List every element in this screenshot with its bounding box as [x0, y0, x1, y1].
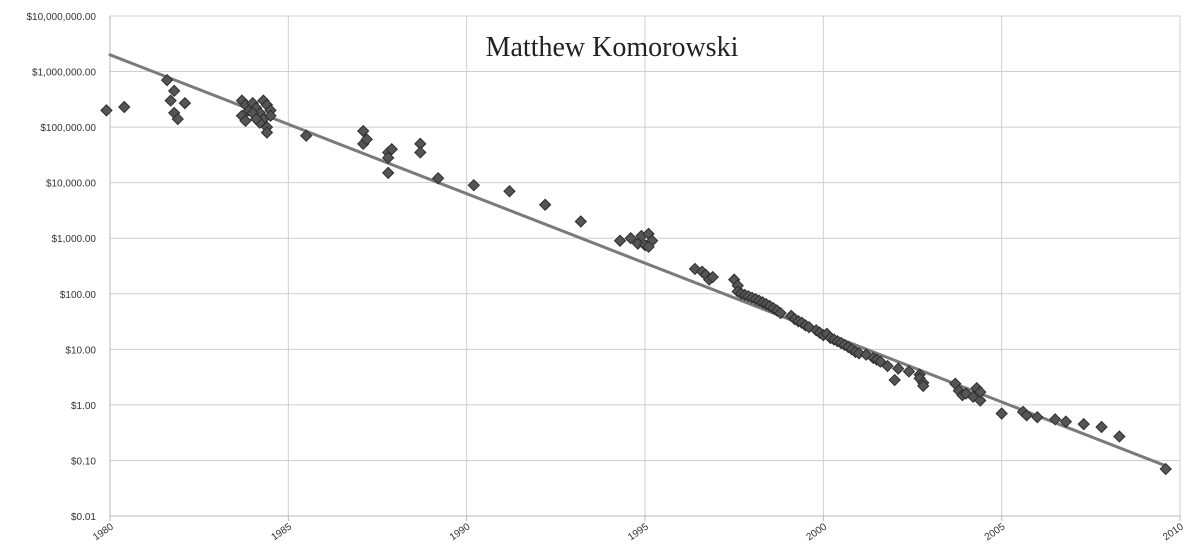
data-point [888, 373, 901, 387]
data-point [1048, 413, 1062, 426]
x-tick-labels: 1980 1985 1990 1995 2000 2005 2010 [91, 521, 1184, 543]
y-tick-label: $1,000.00 [52, 234, 97, 245]
data-point [1031, 411, 1044, 424]
data-point [167, 84, 181, 98]
y-tick-label: $10,000,000.00 [26, 12, 96, 23]
x-tick-label: 1980 [91, 521, 116, 543]
data-point [1077, 417, 1090, 431]
x-tick-label: 2005 [983, 521, 1008, 543]
data-points [100, 73, 1172, 476]
data-point [164, 94, 177, 107]
y-tick-label: $1,000,000.00 [32, 68, 96, 79]
data-point [431, 172, 445, 185]
data-point [250, 112, 263, 126]
data-point [1059, 415, 1073, 428]
data-point [1113, 430, 1126, 443]
data-point [467, 179, 481, 192]
data-point [239, 114, 252, 127]
data-point [260, 126, 274, 139]
data-point [774, 306, 787, 320]
data-point [892, 362, 905, 375]
data-point [902, 365, 916, 378]
y-tick-label: $100,000.00 [40, 123, 96, 134]
y-tick-labels: $0.01 $0.10 $1.00 $10.00 $100.00 $1,000.00 $10… [26, 12, 96, 523]
data-point [916, 379, 930, 393]
y-tick-label: $100.00 [60, 290, 97, 301]
data-point [414, 146, 427, 159]
axes [109, 16, 1180, 517]
y-tick-label: $10,000.00 [46, 179, 96, 190]
data-point [299, 129, 313, 142]
data-point [385, 143, 398, 156]
data-point [264, 109, 277, 122]
data-point [503, 185, 516, 198]
data-point [706, 270, 719, 284]
y-tick-label: $1.00 [71, 401, 96, 412]
trendline-group [108, 53, 1168, 468]
y-tick-label: $0.10 [71, 456, 96, 467]
data-point [381, 166, 395, 180]
trendline [108, 53, 1168, 468]
data-point [1159, 462, 1172, 476]
data-point [974, 385, 987, 399]
data-point [538, 198, 552, 211]
data-point [118, 100, 131, 114]
data-point [178, 96, 192, 110]
data-point [995, 407, 1008, 420]
data-point [1020, 409, 1033, 422]
x-tick-label: 1985 [270, 521, 295, 543]
data-point [624, 232, 637, 245]
x-tick-label: 2010 [1161, 521, 1184, 543]
chart-title: Matthew Komorowski [486, 32, 739, 63]
x-tick-label: 1990 [448, 521, 473, 543]
data-point [642, 240, 655, 254]
data-point [881, 359, 894, 373]
y-tick-label: $10.00 [65, 345, 96, 356]
x-tick-label: 1995 [626, 521, 651, 543]
y-tick-label: $0.01 [71, 512, 96, 523]
data-point [974, 394, 987, 407]
data-point [381, 151, 395, 165]
data-point [360, 133, 374, 146]
data-point [100, 104, 113, 117]
grid-lines [109, 15, 1181, 521]
data-point [613, 234, 627, 247]
data-point [160, 73, 174, 87]
data-point [1095, 420, 1108, 434]
data-point [574, 215, 588, 228]
data-point [171, 112, 184, 126]
data-point [357, 124, 370, 138]
x-tick-label: 2000 [805, 521, 830, 543]
